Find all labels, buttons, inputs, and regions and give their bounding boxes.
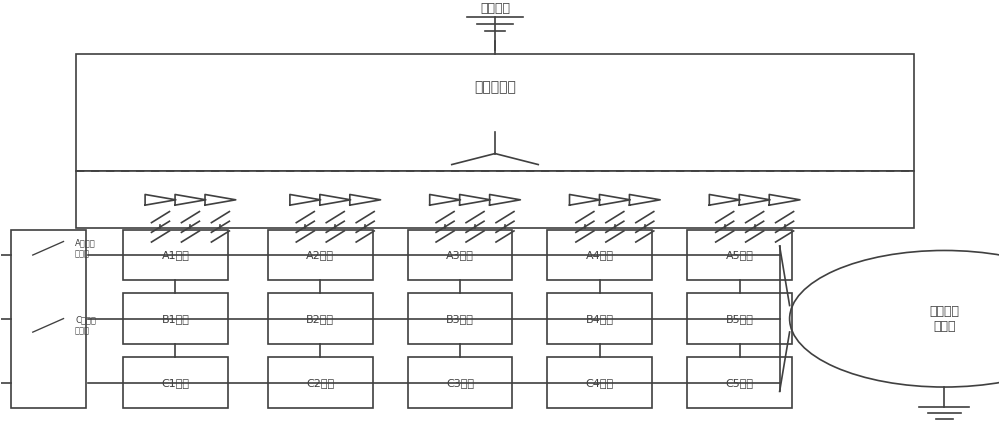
Text: A5单元: A5单元 bbox=[726, 250, 754, 260]
Bar bbox=[268, 293, 373, 344]
Bar bbox=[408, 357, 512, 408]
Text: A2单元: A2单元 bbox=[306, 250, 334, 260]
Bar bbox=[408, 230, 512, 280]
Bar bbox=[687, 293, 792, 344]
Bar bbox=[76, 171, 914, 228]
Bar bbox=[76, 54, 914, 171]
Bar bbox=[547, 293, 652, 344]
Bar bbox=[687, 357, 792, 408]
Text: C相电流
传感器: C相电流 传感器 bbox=[75, 316, 96, 335]
Bar bbox=[123, 230, 228, 280]
Text: C2单元: C2单元 bbox=[306, 378, 334, 388]
Text: A4单元: A4单元 bbox=[586, 250, 614, 260]
Bar bbox=[123, 357, 228, 408]
Bar bbox=[408, 293, 512, 344]
Text: 移相变压器: 移相变压器 bbox=[474, 80, 516, 94]
Text: B4单元: B4单元 bbox=[586, 314, 614, 324]
Bar bbox=[268, 230, 373, 280]
Bar bbox=[123, 293, 228, 344]
Bar bbox=[687, 230, 792, 280]
Text: C1单元: C1单元 bbox=[161, 378, 189, 388]
Text: 高压电源: 高压电源 bbox=[480, 2, 510, 15]
Bar bbox=[11, 230, 86, 408]
Text: C4单元: C4单元 bbox=[586, 378, 614, 388]
Text: B5单元: B5单元 bbox=[726, 314, 754, 324]
Text: C5单元: C5单元 bbox=[726, 378, 754, 388]
Text: B1单元: B1单元 bbox=[162, 314, 189, 324]
Text: A3单元: A3单元 bbox=[446, 250, 474, 260]
Text: B3单元: B3单元 bbox=[446, 314, 474, 324]
Bar bbox=[547, 230, 652, 280]
Text: A相电流
传感器: A相电流 传感器 bbox=[75, 239, 96, 258]
Text: 三相异步
电动机: 三相异步 电动机 bbox=[929, 305, 959, 333]
Bar bbox=[547, 357, 652, 408]
Text: A1单元: A1单元 bbox=[162, 250, 189, 260]
Text: C3单元: C3单元 bbox=[446, 378, 474, 388]
Bar bbox=[268, 357, 373, 408]
Text: B2单元: B2单元 bbox=[306, 314, 334, 324]
